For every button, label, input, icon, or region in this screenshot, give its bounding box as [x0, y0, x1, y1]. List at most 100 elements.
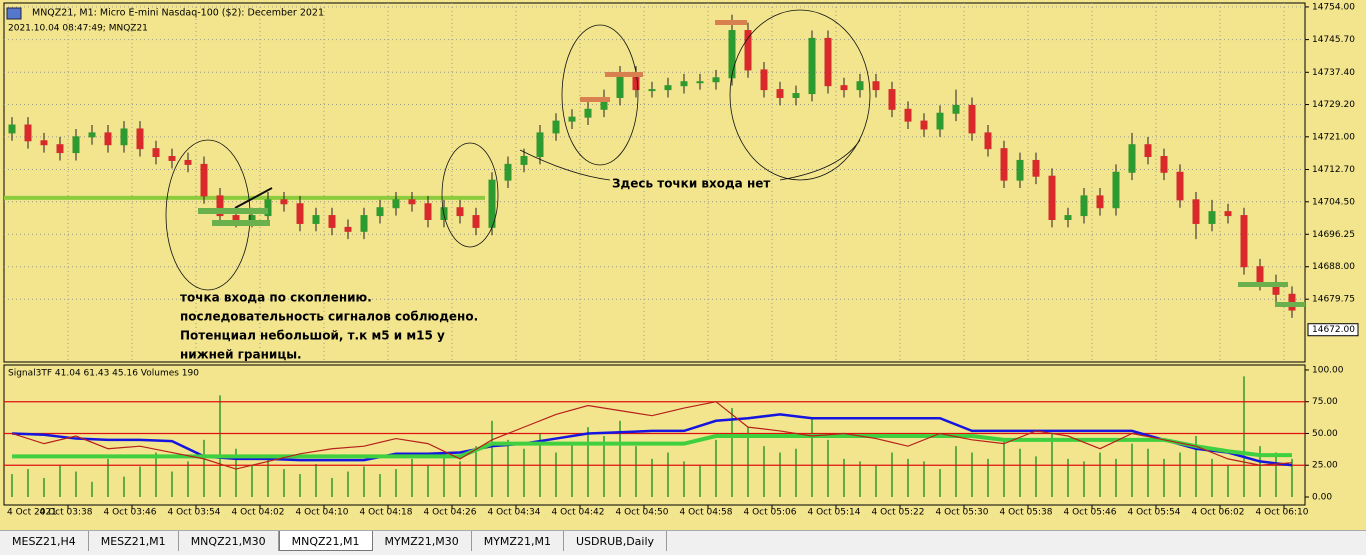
timestamp: 2021.10.04 08:47:49; MNQZ21 — [8, 24, 148, 34]
price-tick-label: 14712.70 — [1312, 165, 1355, 175]
price-tick-label: 14721.00 — [1312, 132, 1355, 142]
candle-body — [136, 128, 144, 150]
time-label: 4 Oct 04:10 — [296, 508, 349, 518]
background — [0, 0, 1366, 530]
time-label: 4 Oct 05:22 — [872, 508, 925, 518]
candle-body — [392, 199, 400, 209]
zone — [580, 97, 610, 102]
time-label: 4 Oct 04:58 — [680, 508, 733, 518]
drawn-circle — [561, 24, 639, 166]
time-label: 4 Oct 03:38 — [40, 508, 93, 518]
candle-body — [456, 207, 464, 217]
annotation: точка входа по скоплению. — [180, 291, 372, 305]
candle-body — [1176, 171, 1184, 201]
candle-body — [904, 108, 912, 122]
indicator-tick-label: 100.00 — [1312, 365, 1344, 375]
tab-bar: MESZ21,H4 MESZ21,M1 MNQZ21,M30 MNQZ21,M1 MYM… — [0, 530, 1366, 555]
candle-body — [424, 203, 432, 221]
annotation: последовательность сигналов соблюдено. — [180, 310, 478, 324]
candle-body — [568, 116, 576, 122]
candle-body — [280, 199, 288, 205]
time-label: 4 Oct 2021 — [7, 508, 57, 518]
time-label: 4 Oct 06:02 — [1192, 508, 1245, 518]
candle-body — [328, 215, 336, 228]
time-label: 4 Oct 05:54 — [1128, 508, 1181, 518]
candle-body — [200, 163, 208, 197]
price-tick-label: 14696.25 — [1312, 230, 1355, 240]
candle-body — [168, 156, 176, 161]
candle-body — [408, 199, 416, 205]
candle-body — [648, 89, 656, 92]
candle-body — [24, 124, 32, 142]
chart-tab[interactable]: MYMZ21,M1 — [472, 531, 564, 551]
candle-body — [808, 37, 816, 95]
indicator-panel — [3, 364, 1306, 506]
candle-body — [1128, 144, 1136, 173]
candle-body — [968, 104, 976, 134]
candle-body — [776, 89, 784, 98]
candle-body — [296, 203, 304, 224]
zone — [715, 20, 747, 25]
price-panel — [3, 2, 1306, 363]
candle-body — [920, 120, 928, 130]
candle-body — [1256, 266, 1264, 283]
price-tick-label: 14688.00 — [1312, 262, 1355, 272]
terminal-chart: MNQZ21, M1: Micro E-mini Nasdaq-100 ($2)… — [0, 0, 1366, 530]
time-label: 4 Oct 04:26 — [424, 508, 477, 518]
annotation: нижней границы. — [180, 348, 302, 362]
chart-tab[interactable]: MESZ21,M1 — [89, 531, 179, 551]
candle-body — [520, 156, 528, 165]
candle-body — [504, 163, 512, 181]
candle-body — [248, 215, 256, 221]
price-tick-label: 14754.00 — [1312, 2, 1355, 12]
hand-drawing — [165, 9, 871, 291]
candle-body — [1096, 195, 1104, 209]
candle-body — [872, 81, 880, 91]
candle-body — [792, 93, 800, 98]
indicator-tick-label: 25.00 — [1312, 461, 1338, 471]
price-tick-label: 14745.70 — [1312, 35, 1355, 45]
zone — [605, 72, 643, 77]
time-label: 4 Oct 05:30 — [936, 508, 989, 518]
indicator-tick-label: 75.00 — [1312, 397, 1338, 407]
time-label: 4 Oct 05:38 — [1000, 508, 1053, 518]
chart-tab[interactable]: MYMZ21,M30 — [373, 531, 472, 551]
chart-tab[interactable]: MNQZ21,M30 — [179, 531, 279, 551]
candle-body — [40, 140, 48, 146]
price-tick-label: 14704.50 — [1312, 197, 1355, 207]
indicator-line — [11, 401, 1293, 470]
time-label: 4 Oct 04:42 — [552, 508, 605, 518]
candle-body — [232, 215, 240, 221]
drawn-circle — [165, 139, 251, 291]
candle-body — [1192, 199, 1200, 224]
candle-body — [1016, 159, 1024, 181]
zone — [1275, 302, 1305, 307]
price-tick-label: 14737.40 — [1312, 68, 1355, 78]
drawn-circle — [441, 142, 499, 248]
candle-body — [760, 69, 768, 91]
candle-body — [680, 81, 688, 87]
chart-tab[interactable]: USDRUB,Daily — [564, 531, 668, 551]
time-label: 4 Oct 05:06 — [744, 508, 797, 518]
current-price-label: 14672.00 — [1312, 325, 1355, 335]
time-label: 4 Oct 03:46 — [104, 508, 157, 518]
candle-body — [824, 37, 832, 87]
window-title: MNQZ21, M1: Micro E-mini Nasdaq-100 ($2)… — [32, 8, 324, 19]
candle-body — [1064, 215, 1072, 221]
candle-body — [120, 128, 128, 146]
candle-body — [376, 207, 384, 217]
candle-body — [1000, 148, 1008, 181]
chart-tab[interactable]: MESZ21,H4 — [0, 531, 89, 551]
indicator-tick-label: 0.00 — [1312, 492, 1332, 502]
time-label: 4 Oct 05:46 — [1064, 508, 1117, 518]
indicator-tick-label: 50.00 — [1312, 429, 1338, 439]
price-tick-label: 14729.20 — [1312, 100, 1355, 110]
current-price-box — [1307, 323, 1359, 337]
chart-tab[interactable]: MNQZ21,M1 — [278, 531, 373, 551]
candle-body — [1112, 171, 1120, 209]
time-label: 4 Oct 04:18 — [360, 508, 413, 518]
candle-body — [1048, 175, 1056, 221]
time-label: 4 Oct 04:02 — [232, 508, 285, 518]
candle-body — [712, 77, 720, 83]
signal-zones — [198, 20, 1305, 307]
